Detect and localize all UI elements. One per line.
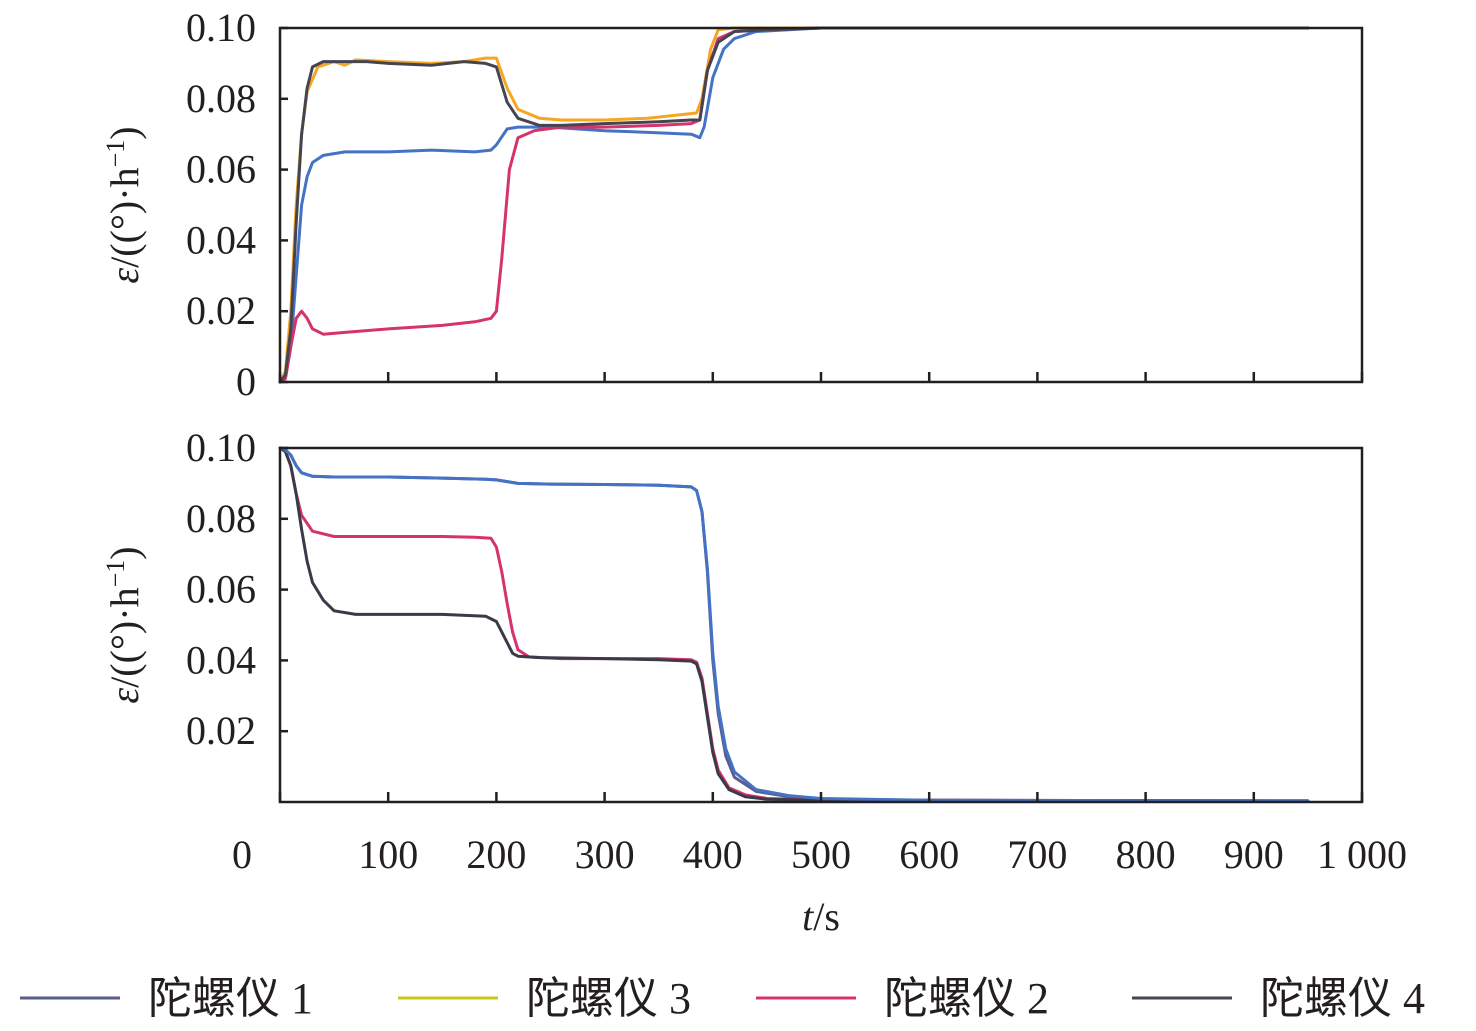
y-axis-close: ) [102,126,147,139]
x-tick-label: 800 [1116,832,1176,877]
y-tick-label: 0.06 [186,567,256,612]
x-axis-label: t/s [802,894,840,939]
top-panel: 0 0.02 0.04 0.06 0.08 0.10 ε/((°)·h−1) [101,5,1364,404]
series-line-2 [278,26,1310,384]
legend-label-3: 陀螺仪 2 [884,974,1049,1023]
y-axis-label: ε/((°)·h−1) [101,126,147,283]
x-tick-label: 600 [899,832,959,877]
series-line-1 [278,446,1310,803]
y-tick-label: 0.02 [186,288,256,333]
x-axis-unit: /s [813,894,840,939]
legend-label-4: 陀螺仪 4 [1260,974,1425,1023]
y-tick-label: 0.08 [186,496,256,541]
y-axis-close: ) [102,546,147,559]
y-tick-label: 0.04 [186,637,256,682]
y-tick-label: 0.06 [186,147,256,192]
y-tick-label: 0.02 [186,708,256,753]
bottom-panel: 0.02 0.04 0.06 0.08 0.10 ε/((°)·h−1) 0 100 200 30… [101,425,1407,939]
x-tick-label: 400 [683,832,743,877]
series-line-2 [278,446,1310,803]
series-line-4 [278,446,1310,803]
y-axis-symbol: ε [102,688,147,704]
x-tick-label: 300 [575,832,635,877]
series-line-3 [278,446,1310,803]
y-axis-exponent: −1 [101,140,130,168]
plot-frame [278,446,1364,804]
y-tick-label: 0.04 [186,217,256,262]
series-line-4 [278,26,1310,384]
y-axis-symbol: ε [102,268,147,284]
x-tick-label: 900 [1224,832,1284,877]
y-tick-label: 0 [236,359,256,404]
x-tick-label: 200 [466,832,526,877]
series-line-3 [278,26,1310,384]
x-axis-symbol: t [802,894,814,939]
y-axis-unit: /((°)·h [102,167,147,267]
y-tick-label: 0.10 [186,425,256,470]
y-tick-label: 0.10 [186,5,256,50]
x-tick-label: 100 [358,832,418,877]
y-axis-exponent: −1 [101,560,130,588]
x-tick-label: 500 [791,832,851,877]
legend: 陀螺仪 1 陀螺仪 3 陀螺仪 2 陀螺仪 4 [20,974,1425,1023]
x-tick-label: 0 [232,832,252,877]
legend-label-1: 陀螺仪 1 [148,974,313,1023]
legend-label-2: 陀螺仪 3 [526,974,691,1023]
series-line-1 [278,26,1310,384]
y-tick-label: 0.08 [186,76,256,121]
x-tick-label: 700 [1007,832,1067,877]
y-axis-label: ε/((°)·h−1) [101,546,147,703]
y-axis-unit: /((°)·h [102,587,147,687]
x-tick-label: 1 000 [1317,832,1407,877]
plot-frame [278,26,1364,384]
